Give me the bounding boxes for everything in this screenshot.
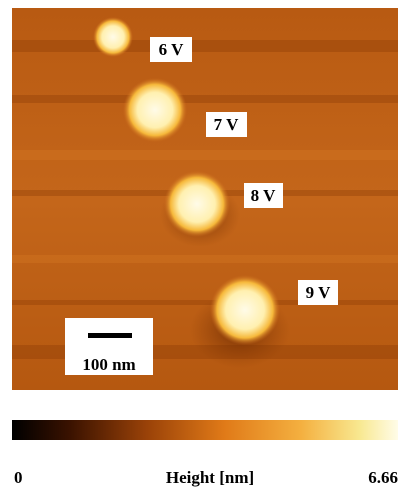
scale-bar (88, 333, 132, 338)
voltage-label: 6 V (159, 40, 184, 59)
colorbar-min: 0 (14, 468, 23, 487)
voltage-label: 9 V (306, 283, 331, 302)
colorbar-max: 6.66 (368, 468, 398, 487)
figure: 6 V 7 V 8 V 9 V 100 nm 0 Height [nm] 6.6… (0, 0, 402, 490)
colorbar-gradient (12, 420, 398, 440)
scale-bar-label: 100 nm (82, 355, 135, 374)
particle (93, 17, 133, 57)
voltage-label: 8 V (251, 186, 276, 205)
particle (123, 78, 187, 142)
particle (210, 275, 280, 345)
afm-image: 6 V 7 V 8 V 9 V 100 nm (12, 8, 398, 390)
voltage-label: 7 V (214, 115, 239, 134)
colorbar: 0 Height [nm] 6.66 (12, 420, 398, 487)
colorbar-label: Height [nm] (166, 468, 254, 487)
particle (164, 171, 230, 237)
